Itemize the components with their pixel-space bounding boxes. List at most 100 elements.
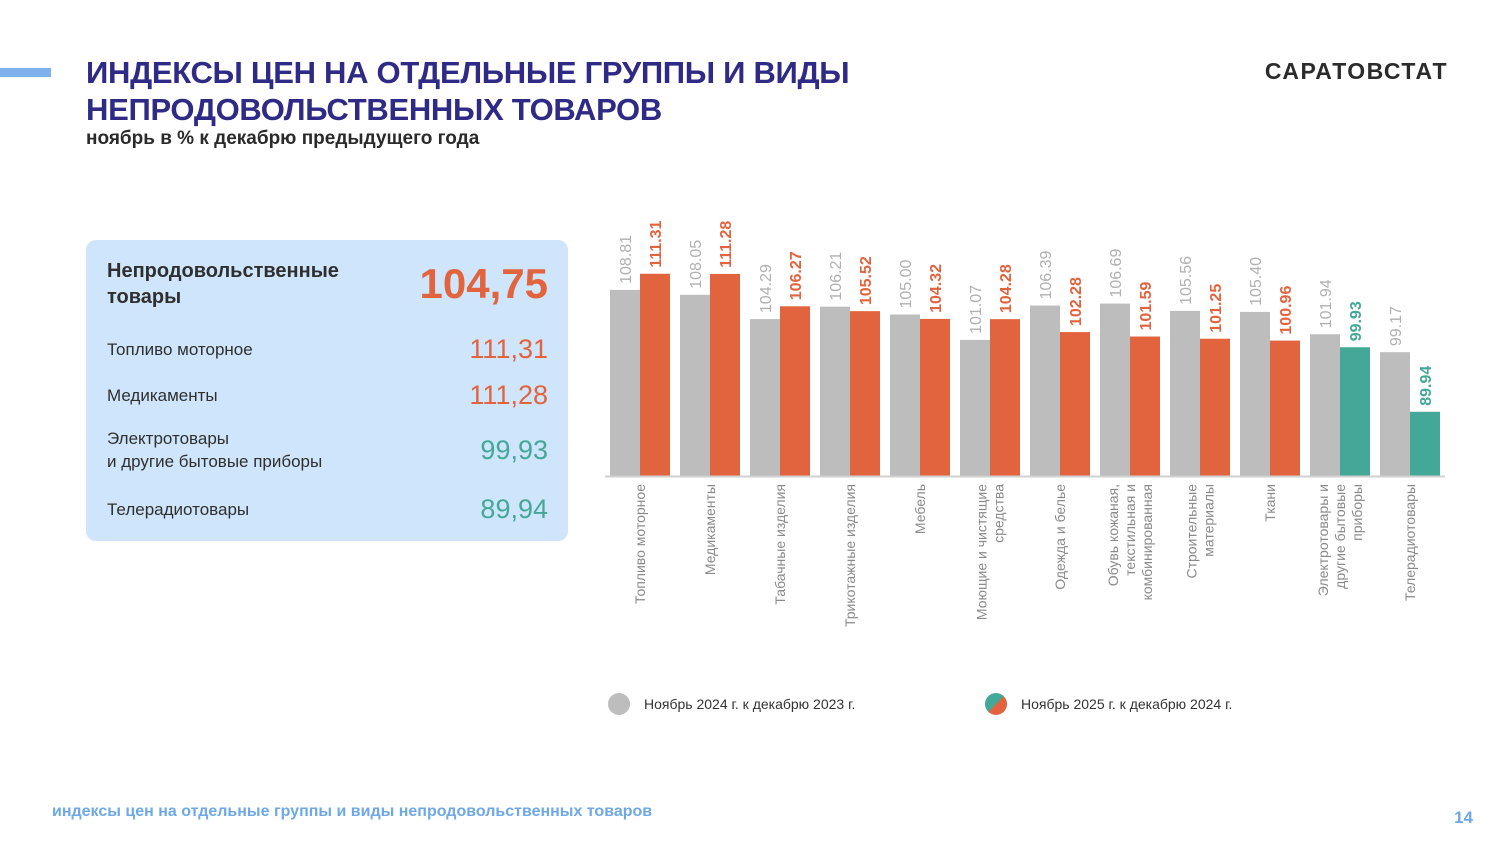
bar-2025 (1340, 347, 1370, 476)
data-label-2024: 108.81 (618, 235, 635, 284)
summary-row-main: Непродовольственные товары 104,75 (107, 258, 548, 310)
summary-row: Телерадиотовары 89,94 (107, 494, 548, 525)
bar-2025 (1200, 338, 1230, 476)
bar-2025 (1060, 332, 1090, 476)
category-label: Обувь кожаная, (1105, 484, 1121, 586)
title-line-1: ИНДЕКСЫ ЦЕН НА ОТДЕЛЬНЫЕ ГРУППЫ И ВИДЫ (86, 55, 850, 90)
accent-bar (0, 68, 51, 77)
category-label: Трикотажные изделия (842, 484, 858, 627)
category-label: текстильная и (1122, 484, 1138, 576)
summary-item-label: Электротовары и другие бытовые приборы (107, 427, 322, 473)
bar-2024 (1240, 311, 1270, 476)
data-label-2025: 111.31 (648, 220, 665, 267)
bar-2024 (960, 339, 990, 476)
data-label-2025: 105.52 (858, 256, 875, 305)
data-label-2024: 105.00 (898, 259, 915, 308)
category-label: Строительные (1184, 484, 1200, 579)
bar-2025 (780, 306, 810, 476)
logo: САРАТОВСТАТ (1264, 58, 1448, 84)
category-label: приборы (1349, 484, 1365, 541)
category-label: Ткани (1262, 484, 1278, 522)
summary-panel: Непродовольственные товары 104,75 Топлив… (86, 240, 568, 541)
summary-item-value: 111,28 (469, 380, 548, 410)
category-label: Одежда и белье (1052, 484, 1068, 590)
summary-main-label-line1: Непродовольственные (107, 260, 339, 282)
bar-2024 (1310, 334, 1340, 476)
summary-main-label: Непродовольственные товары (107, 258, 339, 310)
summary-item-label-line1: Электротовары (107, 429, 229, 448)
data-label-2024: 104.29 (758, 264, 775, 313)
data-label-2025: 104.32 (928, 264, 945, 313)
data-label-2024: 105.56 (1178, 256, 1195, 305)
data-label-2024: 106.39 (1038, 250, 1055, 299)
bar-2025 (920, 318, 950, 476)
data-label-2024: 101.94 (1318, 279, 1335, 328)
category-label: Моющие и чистящие (974, 484, 990, 620)
legend-label-2025: Ноябрь 2025 г. к декабрю 2024 г. (1021, 696, 1233, 712)
summary-row: Медикаменты 111,28 (107, 380, 548, 411)
data-label-2024: 105.40 (1248, 257, 1265, 306)
legend-item-2025: Ноябрь 2025 г. к декабрю 2024 г. (985, 693, 1232, 715)
data-label-2025: 106.27 (788, 251, 805, 300)
data-label-2025: 102.28 (1068, 277, 1085, 326)
category-label: Электротовары и (1315, 484, 1331, 596)
category-label: Медикаменты (702, 484, 718, 575)
bar-2024 (680, 294, 710, 476)
summary-item-label: Медикаменты (107, 386, 218, 405)
bar-2024 (1100, 303, 1130, 476)
bar-2025 (1270, 340, 1300, 476)
footer-text: индексы цен на отдельные группы и виды н… (52, 803, 653, 820)
bar-2025 (1410, 411, 1440, 476)
summary-item-value: 111,31 (469, 334, 548, 364)
bar-2024 (890, 314, 920, 476)
data-label-2024: 106.69 (1108, 249, 1125, 298)
data-label-2025: 101.25 (1208, 284, 1225, 333)
bar-2024 (1030, 305, 1060, 476)
legend-split-dot-icon (985, 693, 1007, 715)
summary-item-label: Топливо моторное (107, 340, 253, 359)
summary-row: Электротовары и другие бытовые приборы 9… (107, 427, 548, 473)
data-label-2025: 104.28 (998, 264, 1015, 313)
data-label-2025: 99.93 (1348, 301, 1365, 341)
data-label-2025: 89.94 (1418, 366, 1435, 406)
bar-2025 (710, 273, 740, 476)
category-label: материалы (1201, 484, 1217, 557)
legend-label-2024: Ноябрь 2024 г. к декабрю 2023 г. (644, 696, 856, 712)
category-label: Мебель (912, 484, 928, 534)
data-label-2024: 99.17 (1388, 306, 1405, 346)
data-label-2024: 106.21 (828, 252, 845, 301)
legend-item-2024: Ноябрь 2024 г. к декабрю 2023 г. (608, 693, 855, 715)
summary-row: Топливо моторное 111,31 (107, 334, 548, 365)
bar-2024 (1380, 352, 1410, 476)
legend-gray-dot-icon (608, 693, 630, 715)
title-line-2: НЕПРОДОВОЛЬСТВЕННЫХ ТОВАРОВ (86, 92, 662, 127)
bar-2024 (610, 289, 640, 476)
data-label-2024: 108.05 (688, 240, 705, 289)
bar-2025 (1130, 336, 1160, 476)
bar-2024 (820, 306, 850, 476)
category-label: Топливо моторное (632, 484, 648, 604)
summary-item-label: Телерадиотовары (107, 500, 250, 519)
page-subtitle: ноябрь в % к декабрю предыдущего года (86, 128, 480, 149)
summary-main-label-line2: товары (107, 286, 182, 308)
category-label: другие бытовые (1332, 484, 1348, 589)
bar-2024 (750, 319, 780, 476)
category-label: комбинированная (1139, 484, 1155, 600)
bar-2025 (850, 311, 880, 476)
bar-2024 (1170, 310, 1200, 476)
category-label: средства (991, 484, 1007, 543)
bar-2025 (640, 273, 670, 476)
category-label: Телерадиотовары (1402, 484, 1418, 601)
summary-item-value: 89,94 (480, 494, 548, 524)
summary-main-value: 104,75 (419, 260, 548, 307)
data-label-2025: 100.96 (1278, 286, 1295, 335)
data-label-2025: 111.28 (718, 221, 735, 268)
summary-item-label-line2: и другие бытовые приборы (107, 452, 323, 471)
category-label: Табачные изделия (772, 484, 788, 605)
page-number: 14 (1454, 808, 1473, 827)
page-title: ИНДЕКСЫ ЦЕН НА ОТДЕЛЬНЫЕ ГРУППЫ И ВИДЫ Н… (86, 54, 850, 128)
summary-item-value: 99,93 (480, 434, 548, 465)
data-label-2025: 101.59 (1138, 281, 1155, 330)
data-label-2024: 101.07 (968, 285, 985, 334)
